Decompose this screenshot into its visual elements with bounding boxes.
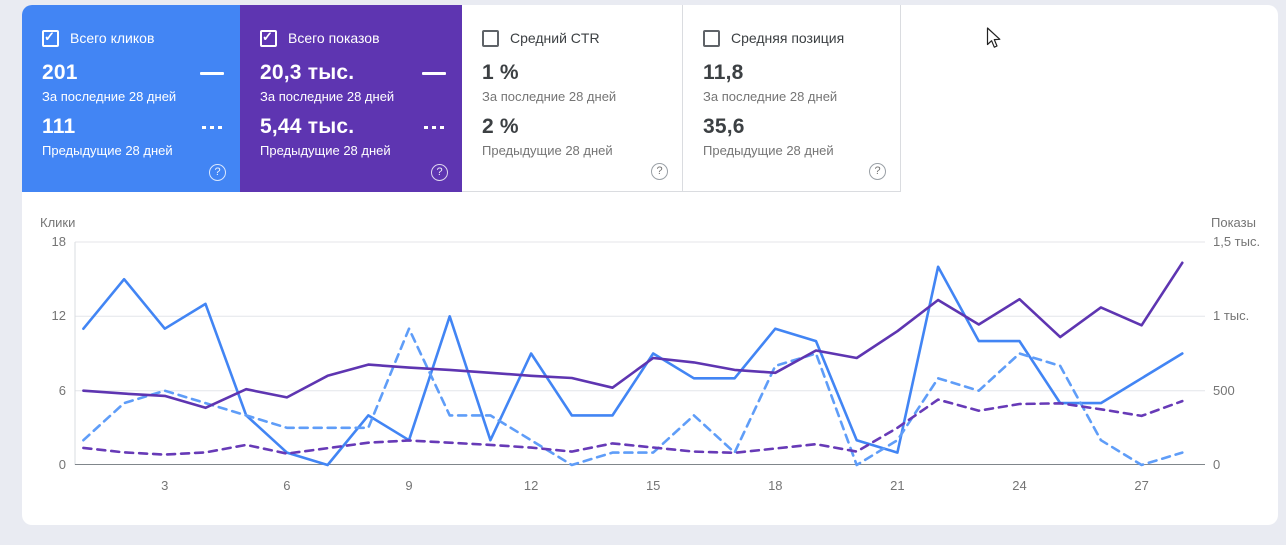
card-title: Средний CTR — [510, 30, 600, 46]
current-value: 20,3 тыс. — [260, 61, 355, 84]
x-axis-tick: 18 — [768, 478, 783, 493]
solid-line-indicator — [422, 71, 446, 75]
previous-period-label: Предыдущие 28 дней — [482, 143, 613, 158]
card-average-position[interactable]: Средняя позиция 11,8 За последние 28 дне… — [683, 5, 901, 192]
help-icon[interactable]: ? — [651, 163, 668, 180]
right-axis-title: Показы — [1211, 215, 1256, 230]
mouse-cursor-icon — [986, 27, 1001, 48]
total-clicks-checkbox[interactable]: ✓ — [42, 28, 59, 47]
card-title: Всего показов — [288, 30, 380, 46]
card-title: Всего кликов — [70, 30, 155, 46]
left-axis-tick: 12 — [51, 308, 66, 323]
help-icon[interactable]: ? — [431, 164, 448, 181]
x-axis-tick: 27 — [1134, 478, 1149, 493]
series-impressions-current — [82, 261, 1184, 410]
right-axis-tick: 1 тыс. — [1213, 308, 1250, 323]
average-ctr-checkbox[interactable] — [482, 29, 499, 47]
dotted-line-indicator — [424, 125, 446, 129]
dotted-line-indicator — [202, 125, 224, 129]
current-period-label: За последние 28 дней — [482, 89, 617, 104]
checkmark-icon: ✓ — [262, 28, 273, 44]
previous-value: 111 — [42, 115, 76, 138]
left-axis-tick: 6 — [58, 383, 66, 398]
current-value: 1 % — [482, 61, 519, 84]
current-period-label: За последние 28 дней — [703, 89, 838, 104]
current-period-label: За последние 28 дней — [260, 89, 395, 104]
card-total-clicks[interactable]: ✓ Всего кликов 201 За последние 28 дней … — [22, 5, 240, 192]
x-axis-tick: 6 — [283, 478, 291, 493]
solid-line-indicator — [200, 71, 224, 75]
previous-period-label: Предыдущие 28 дней — [42, 143, 173, 158]
current-period-label: За последние 28 дней — [42, 89, 177, 104]
help-icon[interactable]: ? — [209, 164, 226, 181]
checkmark-icon: ✓ — [44, 28, 55, 44]
x-axis-tick: 21 — [890, 478, 905, 493]
right-axis-tick: 500 — [1213, 383, 1235, 398]
right-axis-tick: 1,5 тыс. — [1213, 234, 1261, 249]
left-axis-title: Клики — [40, 215, 76, 230]
current-value: 201 — [42, 61, 78, 84]
x-axis-tick: 12 — [523, 478, 539, 493]
x-axis-tick: 24 — [1012, 478, 1027, 493]
chart-plot[interactable] — [74, 241, 1205, 467]
left-axis-tick: 18 — [51, 234, 66, 249]
series-impressions-previous — [82, 398, 1184, 456]
previous-period-label: Предыдущие 28 дней — [260, 143, 391, 158]
series-clicks-current — [82, 265, 1184, 467]
card-total-impressions[interactable]: ✓ Всего показов 20,3 тыс. За последние 2… — [240, 5, 462, 192]
previous-value: 2 % — [482, 115, 519, 138]
card-average-ctr[interactable]: Средний CTR 1 % За последние 28 дней 2 %… — [462, 5, 683, 192]
previous-value: 5,44 тыс. — [260, 115, 355, 138]
x-axis-tick: 9 — [405, 478, 413, 493]
card-title: Средняя позиция — [731, 30, 845, 46]
total-impressions-checkbox[interactable]: ✓ — [260, 28, 277, 47]
x-axis-tick: 15 — [645, 478, 661, 493]
previous-value: 35,6 — [703, 115, 745, 138]
series-clicks-previous — [82, 327, 1184, 467]
left-axis-tick: 0 — [58, 457, 66, 472]
previous-period-label: Предыдущие 28 дней — [703, 143, 834, 158]
performance-panel: ✓ Всего кликов 201 За последние 28 дней … — [22, 5, 1278, 525]
right-axis-tick: 0 — [1213, 457, 1221, 472]
help-icon[interactable]: ? — [869, 163, 886, 180]
current-value: 11,8 — [703, 61, 744, 84]
x-axis-tick: 3 — [161, 478, 169, 493]
average-position-checkbox[interactable] — [703, 29, 720, 47]
